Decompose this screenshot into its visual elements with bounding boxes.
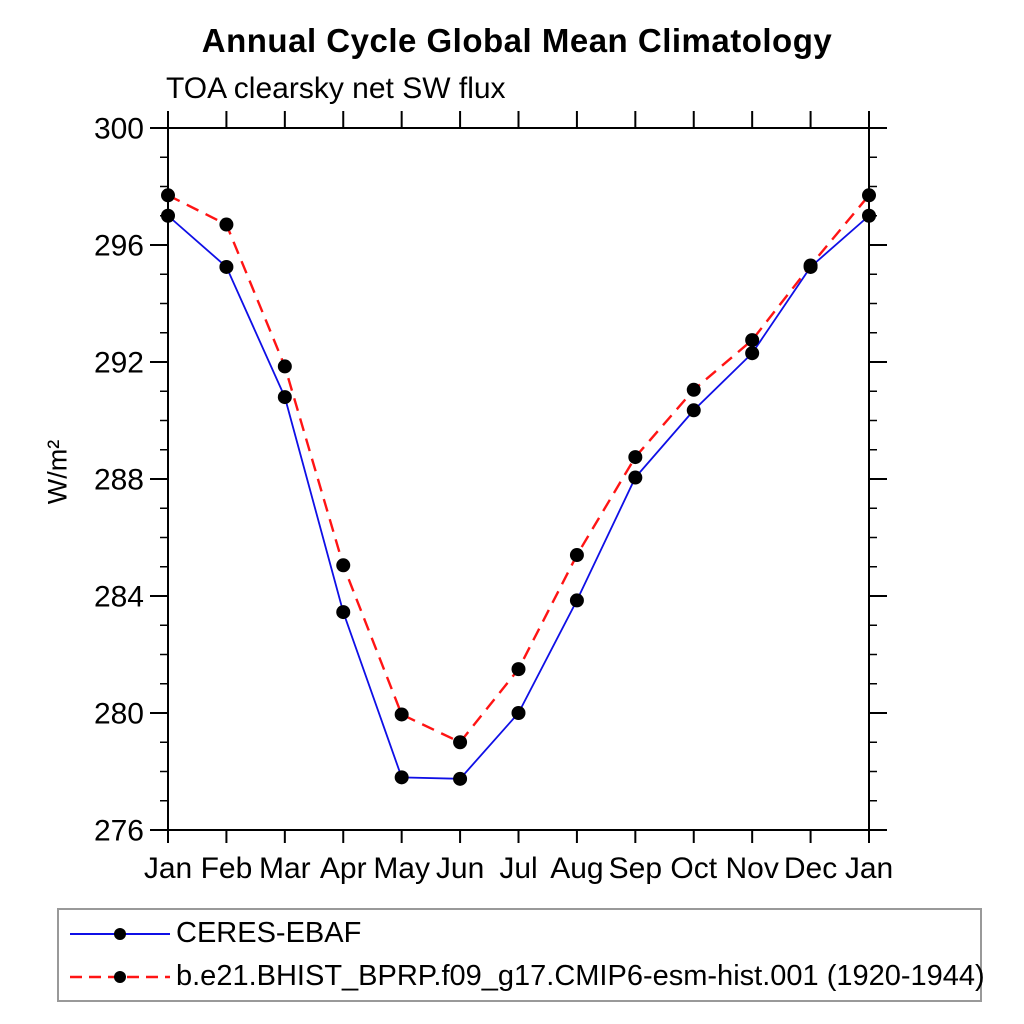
x-tick-label: May — [373, 852, 430, 885]
x-tick-label: Jan — [845, 852, 893, 885]
data-point-marker — [336, 558, 351, 573]
data-point-marker — [803, 258, 818, 273]
plot-area: 276 280 284 288 292 296 300 Jan Feb Mar Apr May Jun J… — [94, 111, 893, 885]
data-point-marker — [453, 771, 468, 786]
data-point-marker — [628, 450, 643, 465]
data-point-marker — [862, 208, 876, 223]
data-point-marker — [686, 382, 701, 397]
x-tick-label: Sep — [609, 852, 662, 885]
x-tick-label: Feb — [201, 852, 253, 885]
y-tick-label: 280 — [94, 698, 144, 731]
data-point-marker — [277, 359, 292, 374]
data-point-marker — [511, 706, 526, 720]
data-point-marker — [745, 346, 760, 361]
y-tick-label: 288 — [94, 464, 144, 497]
y-tick-label: 296 — [94, 230, 144, 263]
data-point-marker — [745, 333, 760, 348]
data-point-marker — [394, 770, 409, 785]
x-tick-label: Jul — [499, 852, 537, 885]
chart-title: Annual Cycle Global Mean Climatology — [201, 22, 833, 59]
data-point-marker — [161, 188, 175, 203]
legend-item-ceres: CERES-EBAF — [68, 912, 980, 955]
data-point-marker — [511, 662, 526, 677]
data-point-marker — [277, 390, 292, 405]
data-point-marker — [628, 470, 643, 485]
data-point-marker — [336, 605, 351, 620]
legend-label-model: b.e21.BHIST_BPRP.f09_g17.CMIP6-esm-hist.… — [176, 960, 985, 992]
data-point-marker — [862, 188, 876, 203]
y-tick-label: 300 — [94, 113, 144, 146]
legend: CERES-EBAF b.e21.BHIST_BPRP.f09_g17.CMIP… — [57, 908, 985, 1002]
x-tick-label: Mar — [259, 852, 311, 885]
legend-label-ceres: CERES-EBAF — [176, 917, 362, 949]
data-point-marker — [569, 548, 584, 563]
series-line-0 — [167, 215, 870, 780]
axis-frame — [167, 127, 870, 831]
x-tick-label: Dec — [784, 852, 837, 885]
x-tick-label: Jun — [436, 852, 484, 885]
data-point-marker — [219, 217, 234, 232]
x-tick-label: Apr — [320, 852, 367, 885]
x-tick-label: Oct — [670, 852, 717, 885]
y-tick-label: 292 — [94, 347, 144, 380]
chart-subtitle: TOA clearsky net SW flux — [166, 72, 506, 105]
data-point-marker — [686, 403, 701, 418]
data-point-marker — [161, 208, 175, 223]
data-point-marker — [569, 593, 584, 608]
legend-line-sample-dashed — [70, 970, 170, 983]
legend-line-sample-solid — [70, 927, 170, 940]
x-tick-label: Jan — [144, 852, 192, 885]
x-tick-label: Nov — [725, 852, 778, 885]
y-tick-label: 284 — [94, 581, 144, 614]
data-point-marker — [219, 259, 234, 274]
data-point-marker — [394, 707, 409, 722]
series-line-1 — [167, 194, 870, 744]
data-point-marker — [453, 735, 468, 750]
x-tick-label: Aug — [550, 852, 603, 885]
legend-item-model: b.e21.BHIST_BPRP.f09_g17.CMIP6-esm-hist.… — [68, 955, 985, 998]
y-tick-label: 276 — [94, 815, 144, 848]
